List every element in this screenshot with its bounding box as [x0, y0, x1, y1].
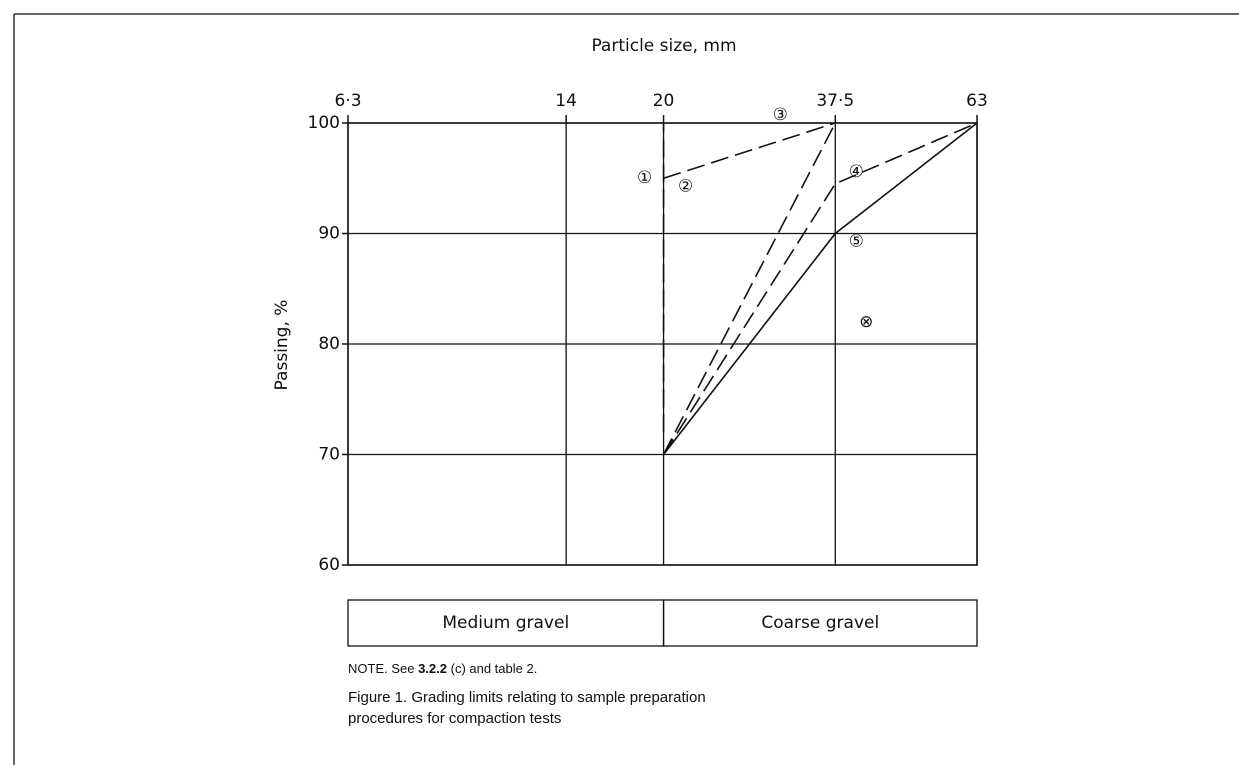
- series-label: ⑤: [849, 232, 864, 252]
- band-label: Medium gravel: [442, 613, 569, 633]
- note-text: NOTE. See: [348, 661, 418, 676]
- series-label: ①: [637, 168, 652, 188]
- y-tick-label: 90: [318, 224, 340, 244]
- band-box: [662, 599, 978, 647]
- annotation: ⊗: [859, 312, 873, 332]
- caption: Figure 1. Grading limits relating to sam…: [348, 689, 706, 706]
- band-label: Coarse gravel: [761, 613, 879, 633]
- series-label: ②: [678, 176, 693, 196]
- y-tick-label: 100: [308, 113, 340, 133]
- plot-frame: [347, 122, 978, 566]
- series-line: [663, 122, 836, 180]
- x-axis-title: Particle size, mm: [591, 36, 736, 56]
- note: NOTE. See 3.2.2 (c) and table 2.: [348, 661, 537, 676]
- note-ref: 3.2.2: [418, 661, 447, 676]
- x-tick-label: 37·5: [816, 91, 854, 111]
- series-line: [662, 122, 836, 455]
- x-tick-label: 6·3: [334, 91, 361, 111]
- caption: procedures for compaction tests: [348, 710, 561, 727]
- series-line: [662, 122, 978, 455]
- x-tick-label: 14: [555, 91, 577, 111]
- y-tick-label: 70: [318, 445, 340, 465]
- note-text: (c) and table 2.: [447, 661, 537, 676]
- y-tick-label: 80: [318, 334, 340, 354]
- x-tick-label: 20: [653, 91, 675, 111]
- series-label: ③: [773, 105, 788, 125]
- x-tick-label: 63: [966, 91, 988, 111]
- series-line: [662, 122, 978, 455]
- y-axis-title: Passing, %: [272, 300, 292, 391]
- series-label: ④: [849, 162, 864, 182]
- y-tick-label: 60: [318, 555, 340, 575]
